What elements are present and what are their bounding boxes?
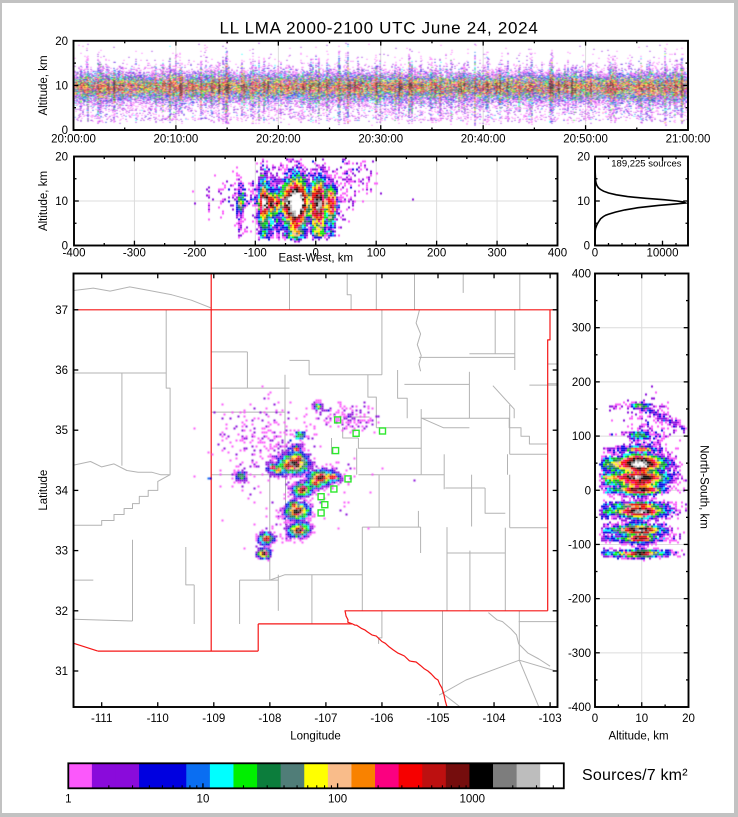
svg-text:20:30:00: 20:30:00 <box>358 134 403 146</box>
svg-text:100: 100 <box>367 248 386 260</box>
svg-text:0: 0 <box>62 241 68 253</box>
svg-text:20: 20 <box>577 152 590 164</box>
svg-text:1000: 1000 <box>459 794 485 806</box>
svg-text:33: 33 <box>55 546 68 558</box>
svg-text:-300: -300 <box>123 248 146 260</box>
svg-text:Latitude: Latitude <box>38 470 50 511</box>
svg-text:20: 20 <box>682 713 695 725</box>
svg-text:20:10:00: 20:10:00 <box>154 134 199 146</box>
svg-text:20: 20 <box>55 36 68 48</box>
svg-text:-111: -111 <box>91 713 112 725</box>
svg-text:0: 0 <box>592 248 598 260</box>
svg-text:-103: -103 <box>539 713 562 725</box>
svg-text:-109: -109 <box>202 713 225 725</box>
svg-text:20:50:00: 20:50:00 <box>563 134 608 146</box>
svg-text:32: 32 <box>55 606 68 618</box>
svg-text:100: 100 <box>328 794 347 806</box>
svg-text:10: 10 <box>197 794 210 806</box>
svg-text:0: 0 <box>585 485 591 497</box>
svg-text:1: 1 <box>65 794 71 806</box>
svg-text:400: 400 <box>548 248 567 260</box>
svg-text:Altitude, km: Altitude, km <box>608 731 668 743</box>
svg-text:34: 34 <box>55 485 68 497</box>
svg-text:-200: -200 <box>183 248 206 260</box>
svg-text:-200: -200 <box>568 594 591 606</box>
svg-text:-100: -100 <box>244 248 267 260</box>
svg-text:-104: -104 <box>483 713 507 725</box>
svg-text:10: 10 <box>577 196 590 208</box>
svg-text:North-South, km: North-South, km <box>698 445 710 529</box>
svg-text:10000: 10000 <box>647 248 679 260</box>
svg-text:20: 20 <box>55 152 68 164</box>
svg-text:37: 37 <box>55 305 68 317</box>
svg-text:Altitude, km: Altitude, km <box>38 171 50 231</box>
svg-text:400: 400 <box>572 269 591 281</box>
svg-text:-100: -100 <box>568 539 591 551</box>
svg-text:0: 0 <box>313 248 319 260</box>
svg-text:21:00:00: 21:00:00 <box>666 134 711 146</box>
svg-text:-106: -106 <box>370 713 393 725</box>
svg-text:-300: -300 <box>568 648 591 660</box>
svg-text:-110: -110 <box>147 713 169 725</box>
svg-text:0: 0 <box>62 125 68 137</box>
svg-text:Altitude, km: Altitude, km <box>38 55 50 115</box>
svg-text:-400: -400 <box>62 248 85 260</box>
svg-text:31: 31 <box>55 666 68 678</box>
svg-text:-108: -108 <box>258 713 281 725</box>
svg-text:10: 10 <box>635 713 648 725</box>
svg-text:0: 0 <box>592 713 598 725</box>
svg-text:-107: -107 <box>314 713 337 725</box>
svg-text:-105: -105 <box>426 713 449 725</box>
svg-text:189,225 sources: 189,225 sources <box>611 159 681 170</box>
svg-text:10: 10 <box>55 80 68 92</box>
svg-text:300: 300 <box>487 248 506 260</box>
svg-text:35: 35 <box>55 425 68 437</box>
svg-text:300: 300 <box>572 323 591 335</box>
svg-text:200: 200 <box>572 377 591 389</box>
svg-text:-400: -400 <box>568 702 591 714</box>
svg-text:20:40:00: 20:40:00 <box>461 134 506 146</box>
svg-text:East-West, km: East-West, km <box>279 253 354 265</box>
svg-text:0: 0 <box>584 241 590 253</box>
svg-text:Longitude: Longitude <box>290 731 341 743</box>
svg-text:36: 36 <box>55 365 68 377</box>
svg-text:20:00:00: 20:00:00 <box>51 134 96 146</box>
svg-text:200: 200 <box>427 248 446 260</box>
svg-text:10: 10 <box>55 196 68 208</box>
svg-text:20:20:00: 20:20:00 <box>256 134 301 146</box>
svg-text:LL LMA 2000-2100 UTC June 24,: LL LMA 2000-2100 UTC June 24, 2024 <box>220 19 539 38</box>
svg-text:Sources/7 km²: Sources/7 km² <box>582 767 688 784</box>
svg-text:100: 100 <box>572 431 591 443</box>
